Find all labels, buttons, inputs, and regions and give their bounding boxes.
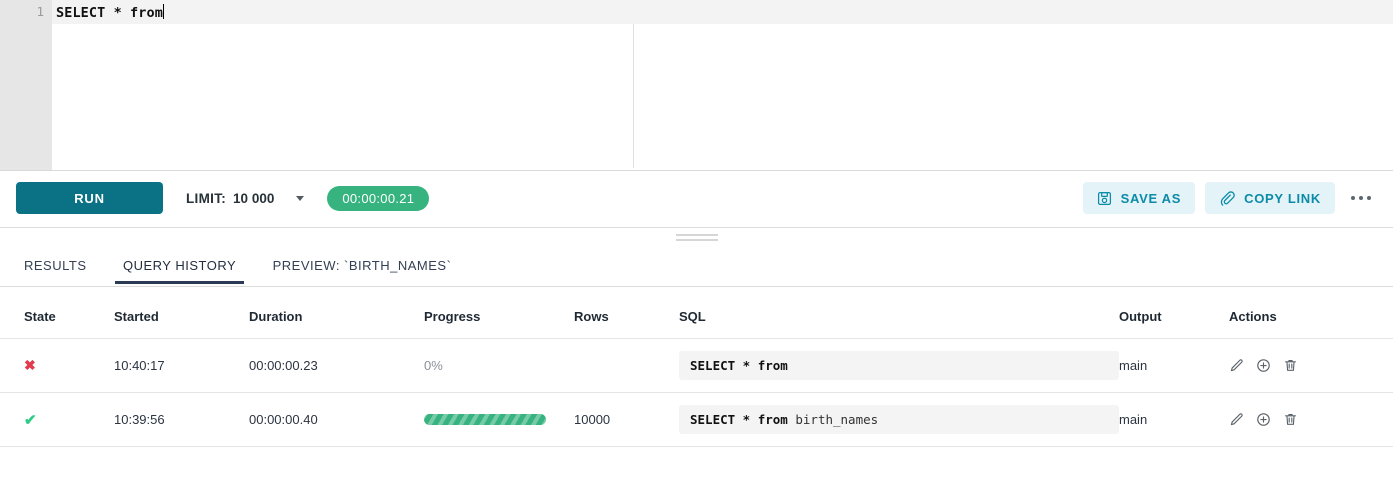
run-button[interactable]: RUN <box>16 182 163 214</box>
save-as-label: SAVE AS <box>1120 190 1182 206</box>
column-header-actions: Actions <box>1229 287 1393 339</box>
column-header-output: Output <box>1119 287 1229 339</box>
sql-snippet[interactable]: SELECT * from birth_names <box>679 405 1119 434</box>
panel-resize-handle[interactable] <box>0 228 1393 250</box>
kebab-dot <box>1367 196 1371 200</box>
table-row: ✖ 10:40:17 00:00:00.23 0% SELECT * from … <box>0 338 1393 393</box>
cell-output: main <box>1119 338 1229 393</box>
toolbar-right-group: SAVE AS COPY LINK <box>1073 182 1379 214</box>
cell-output: main <box>1119 392 1229 447</box>
kebab-dot <box>1359 196 1363 200</box>
chevron-down-icon <box>296 195 305 201</box>
column-header-progress: Progress <box>424 287 574 339</box>
column-header-rows: Rows <box>574 287 679 339</box>
sql-editor[interactable]: 1 SELECT * from <box>0 0 1393 171</box>
cross-icon: ✖ <box>24 357 36 373</box>
add-icon[interactable] <box>1256 412 1271 427</box>
cell-progress <box>424 392 574 447</box>
save-as-button[interactable]: SAVE AS <box>1082 182 1196 214</box>
editor-vertical-divider[interactable] <box>633 24 634 168</box>
tab-query-history[interactable]: QUERY HISTORY <box>107 250 252 284</box>
table-header-row: State Started Duration Progress Rows SQL… <box>0 287 1393 339</box>
check-icon: ✔ <box>24 411 37 429</box>
edit-icon[interactable] <box>1229 358 1244 373</box>
column-header-started: Started <box>114 287 249 339</box>
limit-label: LIMIT: <box>186 190 227 206</box>
sql-keyword: SELECT * from <box>690 358 788 373</box>
resize-handle-line <box>675 234 718 236</box>
table-row: ✔ 10:39:56 00:00:00.40 10000 SELECT * fr… <box>0 392 1393 447</box>
editor-code-area[interactable]: SELECT * from <box>56 4 164 22</box>
copy-link-button[interactable]: COPY LINK <box>1205 182 1335 214</box>
editor-gutter: 1 <box>0 0 52 170</box>
sql-snippet[interactable]: SELECT * from <box>679 351 1119 380</box>
editor-line-number: 1 <box>36 4 44 19</box>
cell-actions <box>1229 338 1393 393</box>
column-header-state: State <box>0 287 114 339</box>
add-icon[interactable] <box>1256 358 1271 373</box>
delete-icon[interactable] <box>1283 412 1298 427</box>
editor-code-text: SELECT * from <box>56 5 163 21</box>
cell-actions <box>1229 392 1393 447</box>
toolbar-left-group: RUN LIMIT: 10 000 00:00:00.21 <box>16 182 430 214</box>
cell-state: ✔ <box>0 392 114 447</box>
cell-rows: 10000 <box>574 392 679 447</box>
limit-value: 10 000 <box>233 190 275 206</box>
cell-duration: 00:00:00.40 <box>249 392 424 447</box>
cell-duration: 00:00:00.23 <box>249 338 424 393</box>
floppy-disk-icon <box>1097 191 1111 205</box>
cell-state: ✖ <box>0 338 114 393</box>
cell-started: 10:40:17 <box>114 338 249 393</box>
edit-icon[interactable] <box>1229 412 1244 427</box>
kebab-dot <box>1351 196 1355 200</box>
delete-icon[interactable] <box>1283 358 1298 373</box>
sql-keyword: SELECT * from <box>690 412 788 427</box>
row-actions <box>1229 412 1393 427</box>
tab-results[interactable]: RESULTS <box>24 258 87 273</box>
copy-link-label: COPY LINK <box>1244 190 1321 206</box>
tab-preview[interactable]: PREVIEW: `BIRTH_NAMES` <box>272 258 452 273</box>
column-header-duration: Duration <box>249 287 424 339</box>
query-toolbar: RUN LIMIT: 10 000 00:00:00.21 SAVE AS CO… <box>0 171 1393 228</box>
row-actions <box>1229 358 1393 373</box>
resize-handle-line <box>675 239 718 241</box>
result-tabs: RESULTS QUERY HISTORY PREVIEW: `BIRTH_NA… <box>0 250 1393 287</box>
cell-progress: 0% <box>424 338 574 393</box>
paperclip-icon <box>1220 191 1235 206</box>
cell-sql: SELECT * from birth_names <box>679 392 1119 447</box>
cell-rows <box>574 338 679 393</box>
progress-bar <box>424 414 546 425</box>
sql-rest: birth_names <box>787 412 879 427</box>
cell-started: 10:39:56 <box>114 392 249 447</box>
query-timer-badge: 00:00:00.21 <box>327 185 430 211</box>
ellipsis-icon[interactable] <box>1343 182 1379 214</box>
query-history-table: State Started Duration Progress Rows SQL… <box>0 287 1393 447</box>
editor-active-line-highlight <box>52 0 1393 24</box>
progress-percent-text: 0% <box>424 358 443 373</box>
editor-right-pane <box>634 24 1393 168</box>
column-header-sql: SQL <box>679 287 1119 339</box>
editor-text-cursor <box>162 4 164 19</box>
cell-sql: SELECT * from <box>679 338 1119 393</box>
limit-dropdown[interactable]: LIMIT: 10 000 <box>186 190 305 206</box>
